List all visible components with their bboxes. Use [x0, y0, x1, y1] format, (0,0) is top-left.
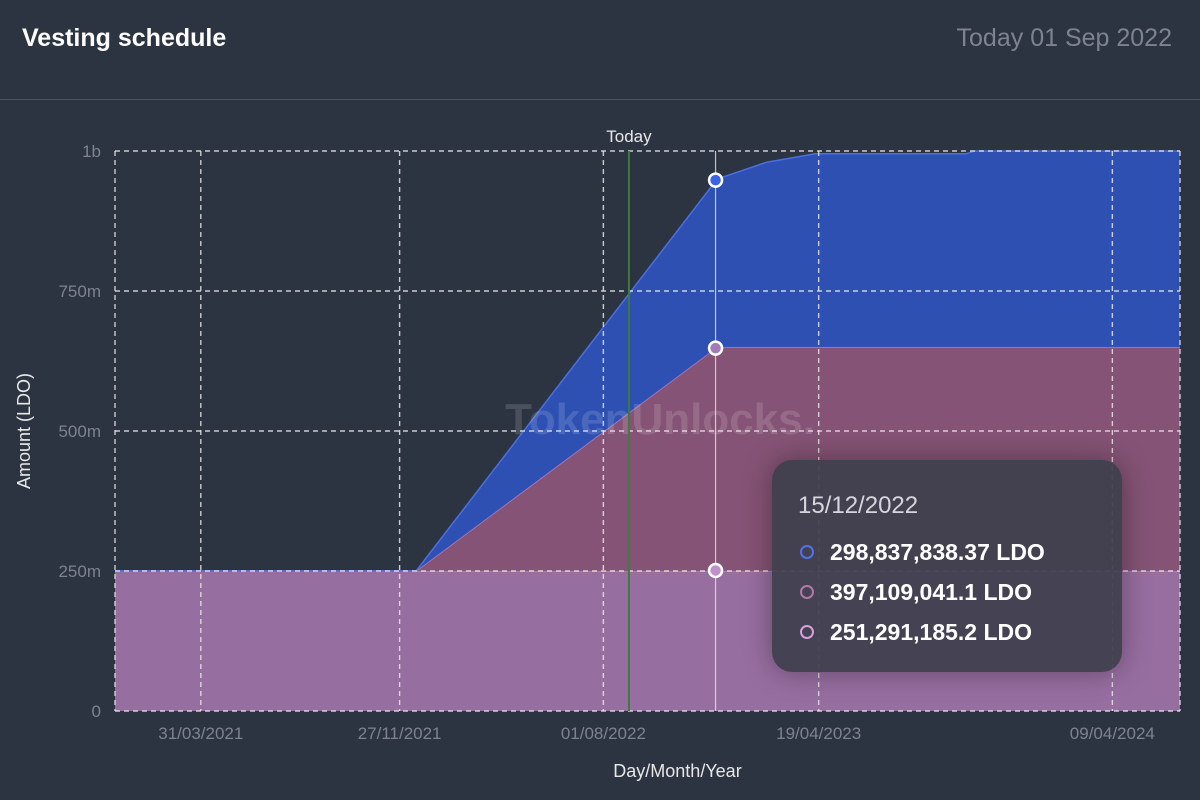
- y-tick-label: 750m: [58, 282, 101, 301]
- hover-point: [707, 172, 724, 188]
- y-axis-label: Amount (LDO): [14, 373, 34, 489]
- hover-point: [707, 340, 724, 356]
- y-tick-label: 500m: [58, 422, 101, 441]
- x-tick-label: 19/04/2023: [776, 724, 861, 743]
- x-axis-label: Day/Month/Year: [613, 761, 741, 781]
- tooltip-row: 397,109,041.1 LDO: [798, 572, 1122, 612]
- today-date-label: Today 01 Sep 2022: [956, 24, 1172, 52]
- x-tick-label: 31/03/2021: [158, 724, 243, 743]
- x-tick-label: 01/08/2022: [561, 724, 646, 743]
- today-label: Today: [606, 127, 652, 146]
- x-tick-label: 09/04/2024: [1070, 724, 1155, 743]
- series-3-area: [115, 151, 1180, 571]
- tooltip-row: 298,837,838.37 LDO: [798, 532, 1122, 572]
- header: Vesting schedule Today 01 Sep 2022: [0, 0, 1200, 100]
- page-title: Vesting schedule: [22, 24, 227, 52]
- tooltip-row: 251,291,185.2 LDO: [798, 612, 1122, 652]
- y-tick-label: 0: [92, 702, 101, 721]
- chart-tooltip: 15/12/2022 298,837,838.37 LDO 397,109,04…: [772, 460, 1122, 672]
- series-2-marker-icon: [800, 585, 814, 599]
- tooltip-value-2: 397,109,041.1 LDO: [830, 578, 1033, 605]
- series-3-marker-icon: [800, 625, 814, 639]
- vesting-chart[interactable]: TokenUnlocks. 0 250m 500m 750m 1b 31/03/2021 27…: [0, 100, 1200, 800]
- hover-point: [707, 562, 724, 579]
- watermark: TokenUnlocks.: [505, 395, 815, 444]
- series-1-marker-icon: [800, 545, 814, 559]
- tooltip-value-1: 298,837,838.37 LDO: [830, 538, 1045, 565]
- tooltip-value-3: 251,291,185.2 LDO: [830, 618, 1033, 645]
- y-tick-label: 1b: [82, 142, 101, 161]
- x-tick-label: 27/11/2021: [358, 724, 442, 743]
- tooltip-date: 15/12/2022: [798, 492, 919, 519]
- y-tick-label: 250m: [58, 562, 101, 581]
